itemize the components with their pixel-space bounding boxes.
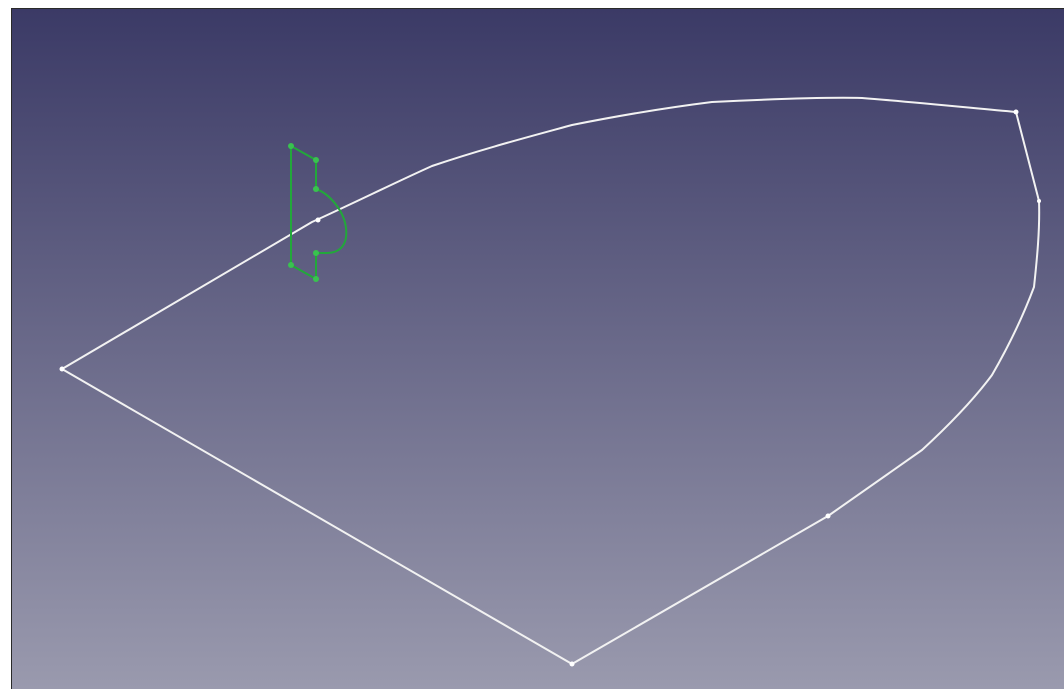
profile-sketch[interactable]	[288, 143, 348, 282]
sketch-vertex-top-right[interactable]	[1013, 109, 1019, 115]
sketch-vertex-right[interactable]	[1037, 199, 1041, 203]
3d-viewport[interactable]	[11, 8, 1064, 689]
profile-sketch-wire[interactable]	[290, 145, 348, 280]
sketch-outline-wire[interactable]	[61, 96, 1041, 665]
profile-vertex[interactable]	[313, 157, 319, 163]
profile-vertex[interactable]	[313, 250, 319, 256]
profile-vertex[interactable]	[288, 143, 294, 149]
sketch-vertex-bottom[interactable]	[569, 661, 575, 667]
profile-vertex[interactable]	[313, 186, 319, 192]
sketch-canvas[interactable]	[12, 9, 1064, 689]
sketch-vertex-left[interactable]	[59, 366, 65, 372]
viewport-background	[12, 9, 1064, 689]
sketch-point-intersection[interactable]	[315, 217, 321, 223]
profile-vertex[interactable]	[313, 276, 319, 282]
sketch-vertex-lower-right[interactable]	[825, 513, 831, 519]
profile-vertex[interactable]	[288, 262, 294, 268]
